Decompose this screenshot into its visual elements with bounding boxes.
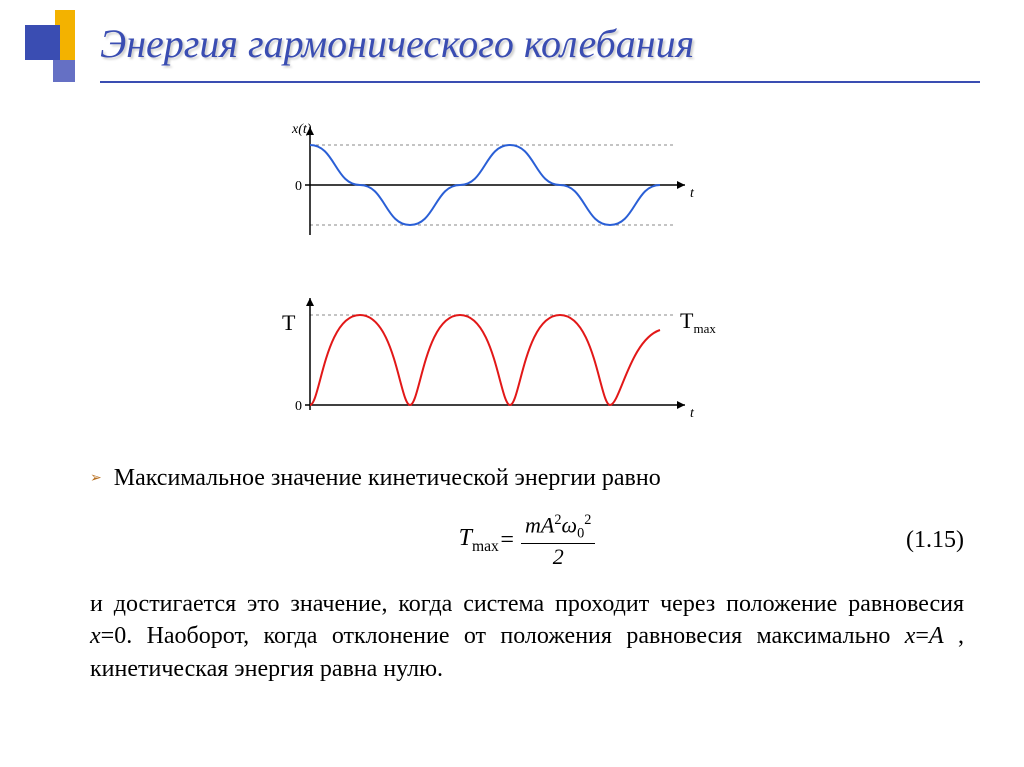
formula-omega-sub: 0 xyxy=(577,526,584,542)
formula-denominator: 2 xyxy=(549,544,568,570)
formula-eq: = xyxy=(499,527,515,554)
formula-numerator: mA2ω02 xyxy=(521,512,595,544)
formula-omega: ω xyxy=(562,512,578,537)
top-y-label: x(t) xyxy=(291,122,312,137)
equation-number: (1.15) xyxy=(906,527,964,554)
formula: Tmax = mA2ω02 2 xyxy=(459,512,596,570)
oscillation-chart-svg: x(t) 0 t T 0 t Tmax xyxy=(260,120,760,440)
bullet-text: Максимальное значение кинетической энерг… xyxy=(114,465,661,492)
deco-rect-blue-2 xyxy=(53,60,75,82)
charts: x(t) 0 t T 0 t Tmax xyxy=(260,120,760,440)
bottom-zero-label: 0 xyxy=(295,399,302,414)
formula-sup1: 2 xyxy=(554,512,561,528)
paragraph: и достигается это значение, когда систем… xyxy=(90,588,964,685)
bullet-icon: ➢ xyxy=(90,470,102,487)
title-underline xyxy=(100,81,980,83)
slide-decoration xyxy=(25,10,95,90)
title-bar: Энергия гармонического колебания xyxy=(100,20,994,83)
bullet-line: ➢ Максимальное значение кинетической эне… xyxy=(90,465,964,492)
body-text: ➢ Максимальное значение кинетической эне… xyxy=(90,465,964,685)
formula-lhs-sub: max xyxy=(472,538,499,555)
formula-mA: mA xyxy=(525,512,554,537)
formula-lhs: T xyxy=(459,525,472,551)
deco-rect-blue-1 xyxy=(25,25,60,60)
formula-fraction: mA2ω02 2 xyxy=(521,512,595,570)
formula-row: Tmax = mA2ω02 2 (1.15) xyxy=(90,512,964,570)
page-title: Энергия гармонического колебания xyxy=(100,20,994,67)
top-x-label: t xyxy=(690,186,695,201)
tmax-label: Tmax xyxy=(680,308,716,336)
bottom-x-label: t xyxy=(690,406,695,421)
bottom-y-label: T xyxy=(282,310,296,335)
formula-sup2: 2 xyxy=(584,512,591,528)
top-zero-label: 0 xyxy=(295,179,302,194)
